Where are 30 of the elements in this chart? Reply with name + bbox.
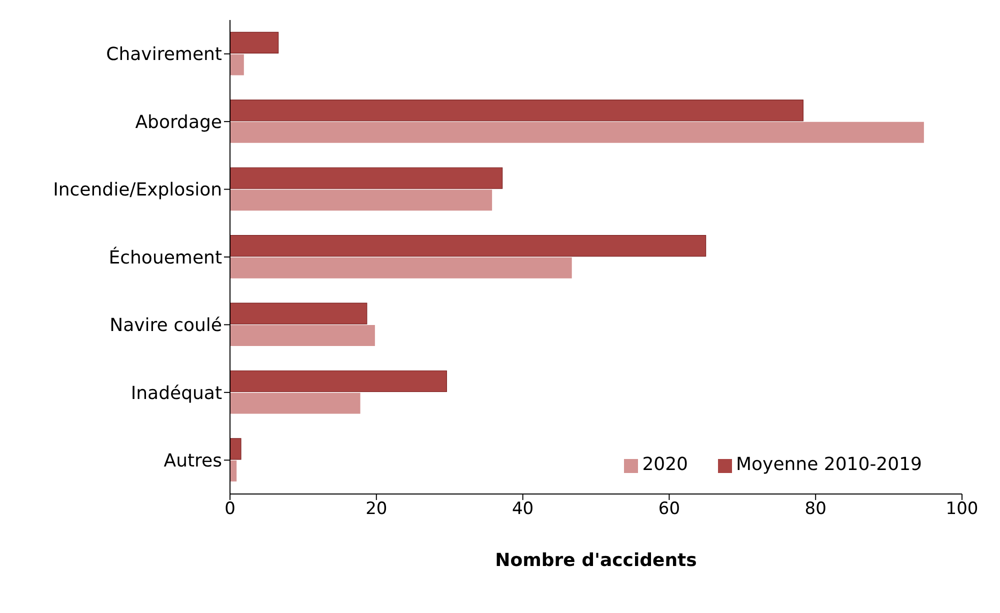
bar: [230, 190, 492, 211]
bar: [230, 54, 244, 76]
y-tick-label: Navire coulé: [110, 315, 222, 336]
x-tick-label: 100: [946, 499, 978, 520]
y-tick-label: Autres: [164, 450, 222, 472]
x-axis-title: Nombre d'accidents: [495, 550, 697, 571]
bar: [230, 167, 503, 189]
x-tick-label: 60: [658, 499, 680, 520]
y-tick-label: Chavirement: [106, 44, 222, 66]
bar: [230, 122, 924, 143]
bar: [230, 235, 706, 257]
bar: [230, 438, 242, 460]
legend-label: Moyenne 2010-2019: [736, 454, 922, 475]
x-tick-label: 0: [224, 499, 236, 520]
bar: [230, 325, 375, 346]
bar: [230, 460, 237, 482]
y-tick-label: Inadéquat: [130, 382, 222, 404]
legend-label: 2020: [642, 454, 688, 475]
bar: [230, 32, 279, 54]
bar: [230, 392, 360, 414]
y-tick-label: Échouement: [108, 246, 222, 268]
y-tick-label: Abordage: [135, 112, 222, 133]
bar: [230, 370, 447, 392]
bar: [230, 302, 368, 324]
y-tick-label: Incendie/Explosion: [53, 180, 222, 201]
bar: [230, 257, 572, 278]
bar: [230, 100, 804, 122]
x-tick-label: 20: [366, 499, 388, 520]
x-tick-label: 40: [512, 499, 534, 520]
x-tick-label: 80: [804, 499, 826, 520]
